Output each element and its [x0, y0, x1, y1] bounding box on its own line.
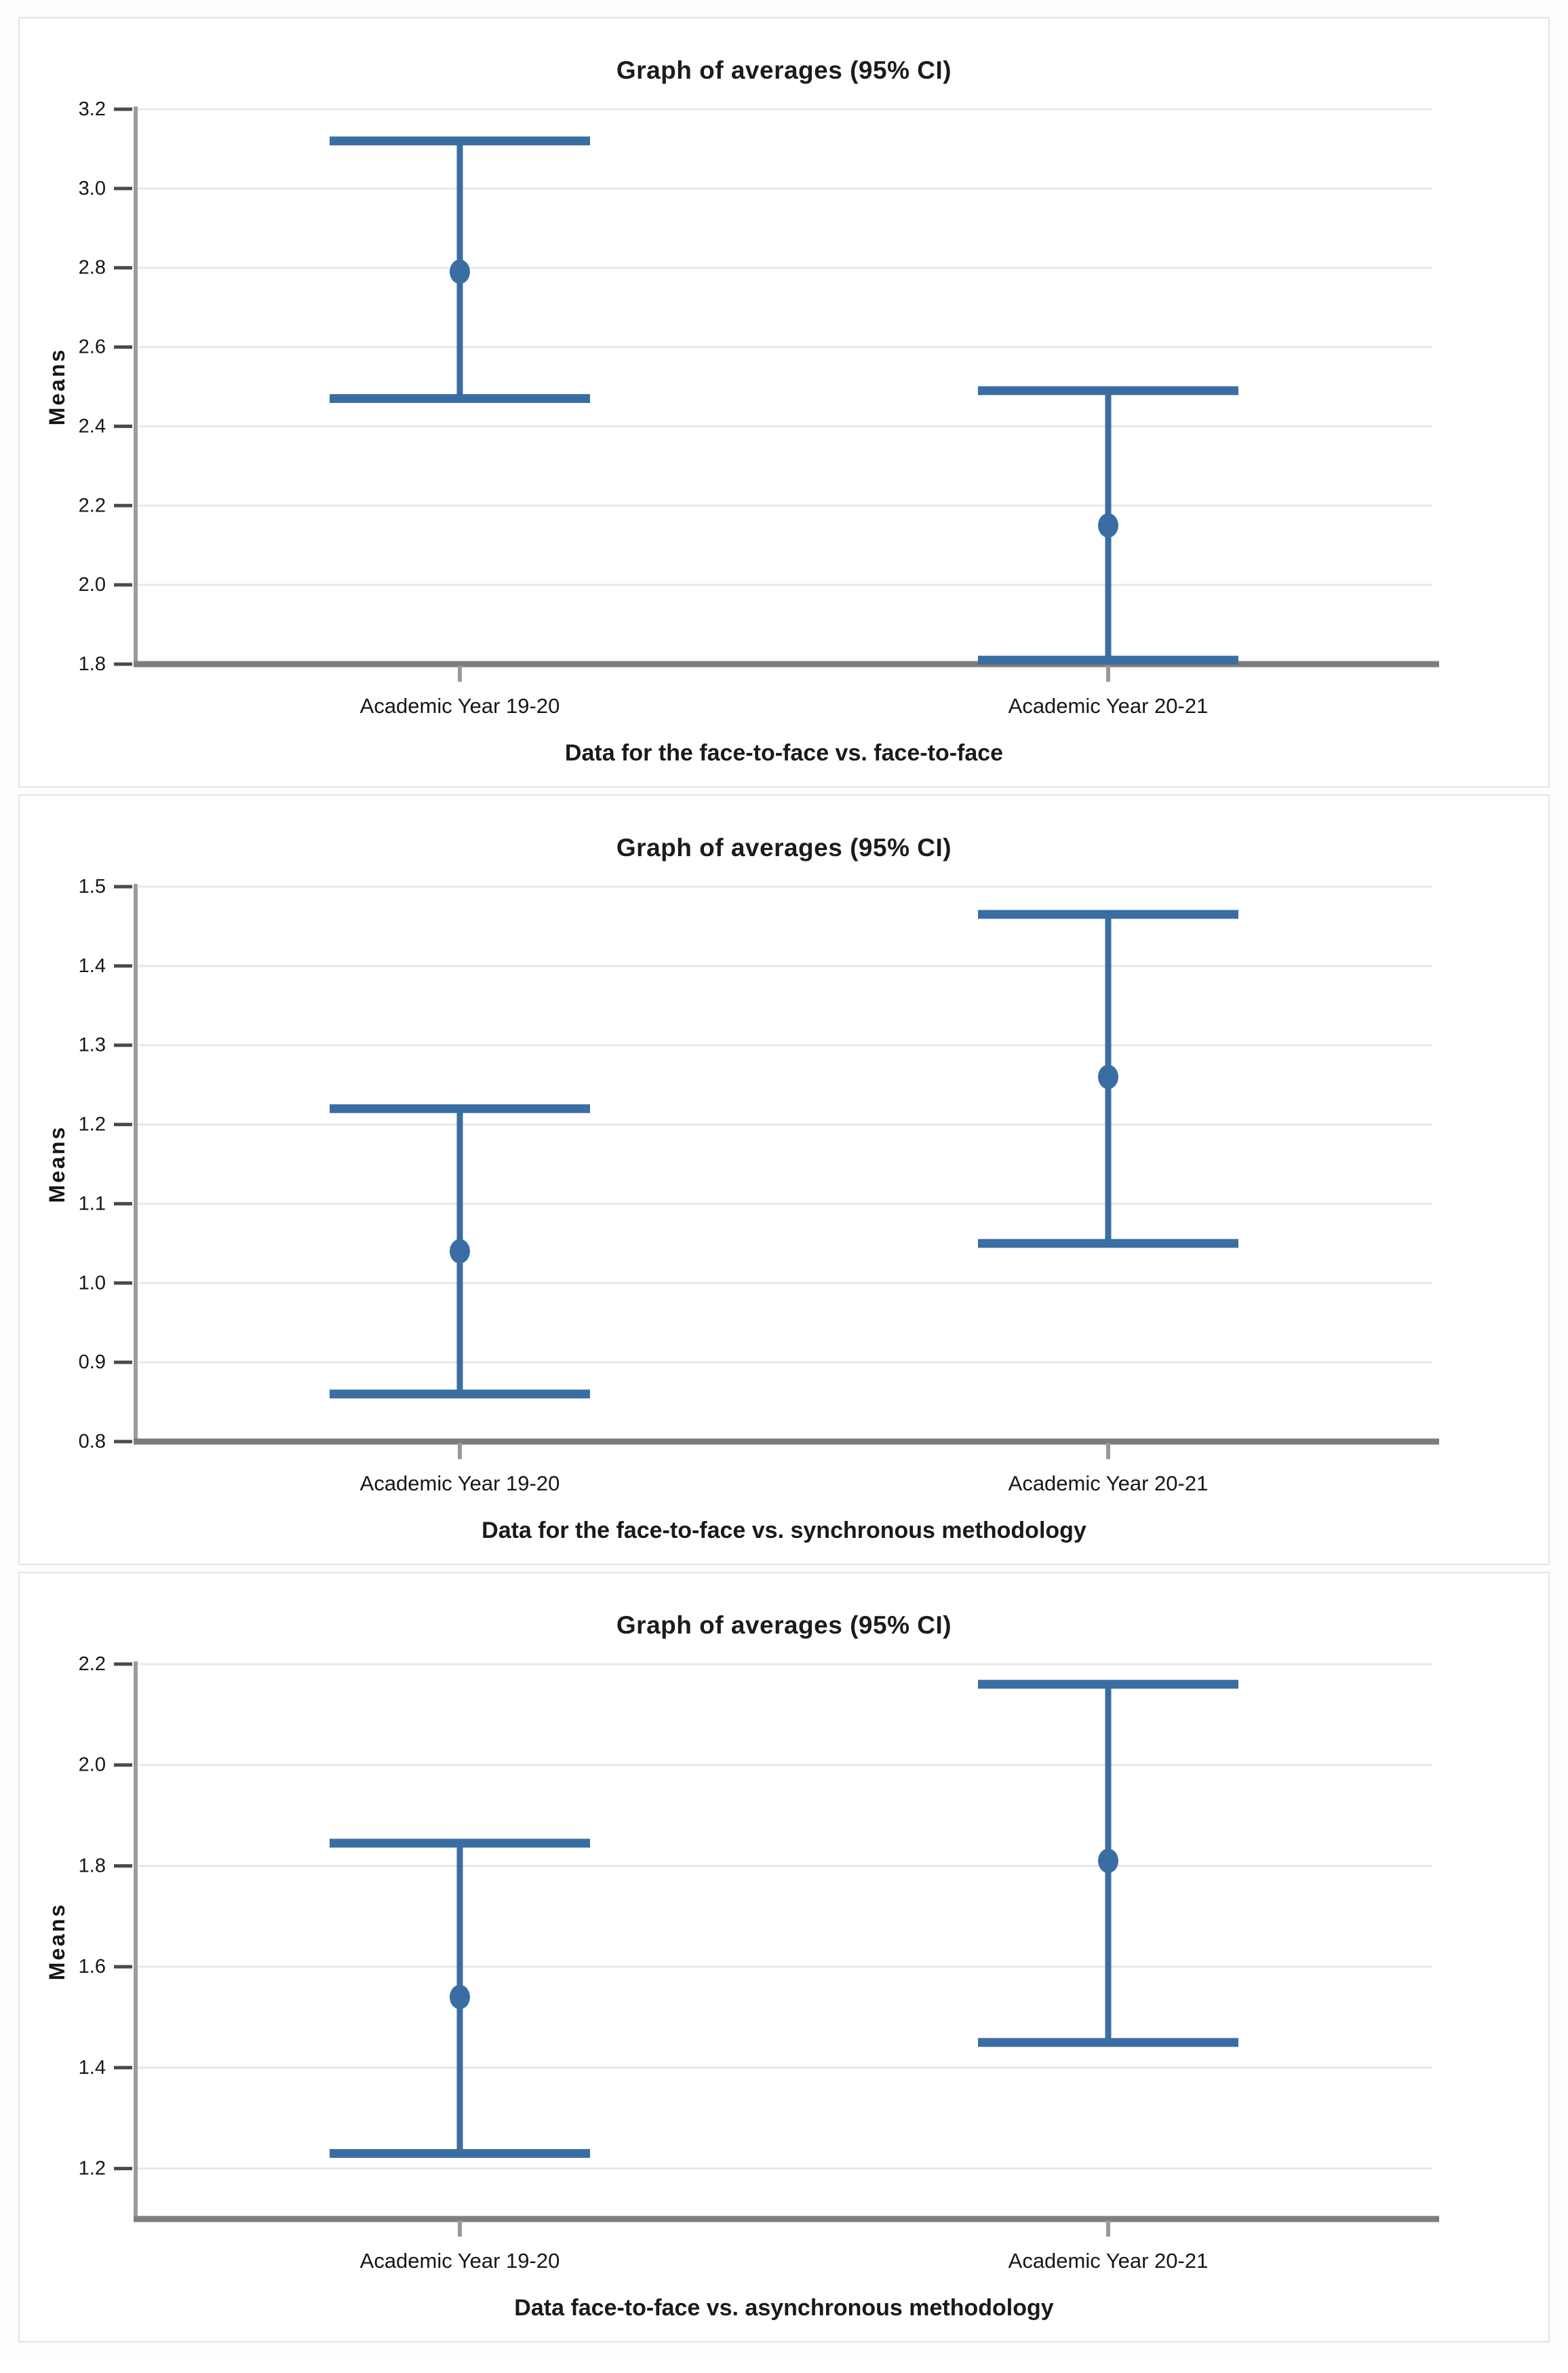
y-tick-label: 3.2 [79, 98, 106, 120]
mean-marker [450, 1239, 470, 1264]
y-tick-label: 1.4 [79, 2057, 106, 2079]
y-axis-title: Means [45, 1125, 69, 1203]
chart-title: Graph of averages (95% CI) [616, 56, 952, 84]
chart-title: Graph of averages (95% CI) [616, 834, 952, 862]
y-tick-label: 0.8 [79, 1431, 106, 1452]
y-axis-title: Means [45, 1903, 69, 1981]
errorbar-plot: 1.2 1.4 1.6 1.8 2.0 2.2 Means Academic Year 19-… [45, 1653, 1439, 2273]
mean-marker [450, 259, 470, 284]
x-tick-label: Academic Year 19-20 [360, 694, 560, 718]
x-tick-label: Academic Year 20-21 [1008, 2249, 1209, 2273]
x-tick-label: Academic Year 19-20 [360, 2249, 560, 2273]
errorbar-plot: 0.8 0.9 1.0 1.1 1.2 1.3 1.4 1.5 Means Academic Ye… [45, 876, 1439, 1495]
y-tick-label: 2.2 [79, 1653, 106, 1675]
y-tick-label: 1.4 [79, 955, 106, 977]
y-tick-label: 1.0 [79, 1272, 106, 1294]
y-tick-label: 1.2 [79, 2158, 106, 2180]
y-tick-label: 1.5 [79, 876, 106, 898]
mean-marker [1098, 513, 1118, 538]
y-axis-title: Means [45, 348, 69, 426]
y-tick-label: 2.2 [79, 495, 106, 516]
mean-marker [1098, 1849, 1118, 1874]
chart-caption: Data for the face-to-face vs. face-to-fa… [564, 740, 1004, 766]
mean-marker [1098, 1064, 1118, 1089]
y-tick-label: 2.4 [79, 415, 106, 437]
y-tick-label: 2.0 [79, 1754, 106, 1776]
y-tick-label: 1.6 [79, 1956, 106, 1978]
errorbar-plot: 1.8 2.0 2.2 2.4 2.6 2.8 3.0 3.2 Means Academic Ye… [45, 98, 1439, 718]
y-tick-label: 3.0 [79, 178, 106, 199]
x-tick-label: Academic Year 19-20 [360, 1471, 560, 1495]
chart-card-synchronous: Graph of averages (95% CI) 0.8 0.9 1.0 1.1 1… [18, 794, 1550, 1565]
y-tick-label: 1.8 [79, 1855, 106, 1876]
chart-caption: Data for the face-to-face vs. synchronou… [482, 1518, 1086, 1543]
x-tick-label: Academic Year 20-21 [1008, 694, 1209, 718]
y-tick-label: 2.8 [79, 257, 106, 279]
y-tick-label: 1.3 [79, 1035, 106, 1056]
mean-marker [450, 1984, 470, 2009]
x-tick-label: Academic Year 20-21 [1008, 1471, 1209, 1495]
y-tick-label: 1.2 [79, 1114, 106, 1136]
y-tick-label: 0.9 [79, 1351, 106, 1373]
chart-title: Graph of averages (95% CI) [616, 1611, 952, 1639]
y-tick-label: 2.0 [79, 574, 106, 596]
y-tick-label: 1.1 [79, 1193, 106, 1214]
chart-caption: Data face-to-face vs. asynchronous metho… [514, 2295, 1054, 2321]
y-tick-label: 2.6 [79, 336, 106, 358]
chart-card-face-to-face: Graph of averages (95% CI) 1.8 2.0 2.2 2.4 2… [18, 17, 1550, 788]
chart-card-asynchronous: Graph of averages (95% CI) 1.2 1.4 1.6 1.8 2… [18, 1572, 1550, 2342]
y-tick-label: 1.8 [79, 653, 106, 675]
